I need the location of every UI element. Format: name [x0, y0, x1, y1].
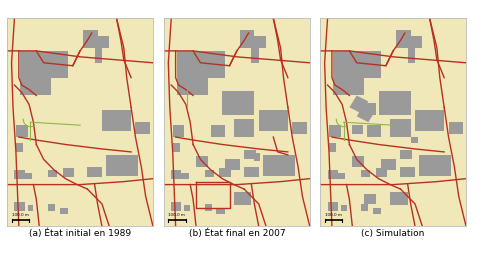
Bar [364, 193, 376, 204]
Bar [48, 204, 55, 211]
Bar [185, 205, 190, 211]
Bar [16, 125, 28, 137]
Bar [396, 30, 411, 48]
Bar [219, 168, 231, 177]
Bar [381, 159, 396, 170]
Bar [28, 205, 33, 211]
Bar [63, 168, 74, 177]
Bar [254, 153, 260, 161]
Bar [48, 170, 57, 177]
Bar [376, 168, 387, 177]
Bar [390, 119, 411, 137]
Bar [364, 103, 376, 115]
Bar [263, 155, 295, 176]
Bar [329, 143, 337, 152]
Bar [352, 156, 364, 167]
Bar [341, 205, 347, 211]
Bar [415, 110, 444, 131]
Bar [25, 173, 32, 179]
Bar [327, 170, 338, 179]
Bar [361, 170, 370, 177]
X-axis label: (b) État final en 2007: (b) État final en 2007 [188, 229, 285, 238]
Text: 100.0 m: 100.0 m [11, 213, 29, 217]
Bar [327, 203, 338, 211]
Polygon shape [251, 36, 266, 63]
Bar [390, 192, 408, 205]
Bar [234, 192, 251, 205]
Polygon shape [333, 51, 381, 95]
Bar [259, 110, 288, 131]
Bar [211, 125, 225, 137]
Polygon shape [357, 104, 376, 122]
Bar [173, 143, 180, 152]
Bar [373, 208, 381, 214]
Polygon shape [95, 36, 109, 63]
Bar [361, 204, 369, 211]
Bar [196, 156, 207, 167]
Bar [401, 151, 412, 159]
X-axis label: (a) État initial en 1989: (a) État initial en 1989 [29, 229, 131, 238]
Bar [234, 119, 254, 137]
Bar [102, 110, 131, 131]
Bar [448, 122, 463, 134]
Bar [182, 173, 189, 179]
Bar [217, 208, 225, 214]
Bar [240, 30, 254, 48]
Bar [411, 137, 418, 143]
Bar [171, 170, 182, 179]
Bar [60, 208, 68, 214]
Bar [352, 125, 362, 134]
Bar [419, 155, 451, 176]
Bar [244, 167, 259, 177]
Bar [135, 122, 150, 134]
Polygon shape [408, 36, 423, 63]
Bar [205, 170, 214, 177]
Bar [379, 91, 411, 115]
Bar [338, 173, 345, 179]
Bar [329, 125, 341, 137]
Bar [222, 91, 254, 115]
X-axis label: (c) Simulation: (c) Simulation [361, 229, 425, 238]
Bar [106, 155, 139, 176]
Bar [16, 143, 23, 152]
Bar [225, 159, 240, 170]
Polygon shape [349, 95, 369, 113]
Bar [367, 125, 381, 137]
Bar [244, 151, 256, 159]
Bar [87, 167, 102, 177]
Bar [14, 203, 25, 211]
Text: 100.0 m: 100.0 m [168, 213, 185, 217]
Bar [292, 122, 307, 134]
Bar [171, 203, 182, 211]
Bar [14, 170, 25, 179]
Bar [205, 204, 212, 211]
Bar [401, 167, 415, 177]
Polygon shape [177, 51, 225, 95]
Polygon shape [20, 51, 68, 95]
Bar [83, 30, 98, 48]
Text: 100.0 m: 100.0 m [325, 213, 342, 217]
Bar [173, 125, 185, 137]
